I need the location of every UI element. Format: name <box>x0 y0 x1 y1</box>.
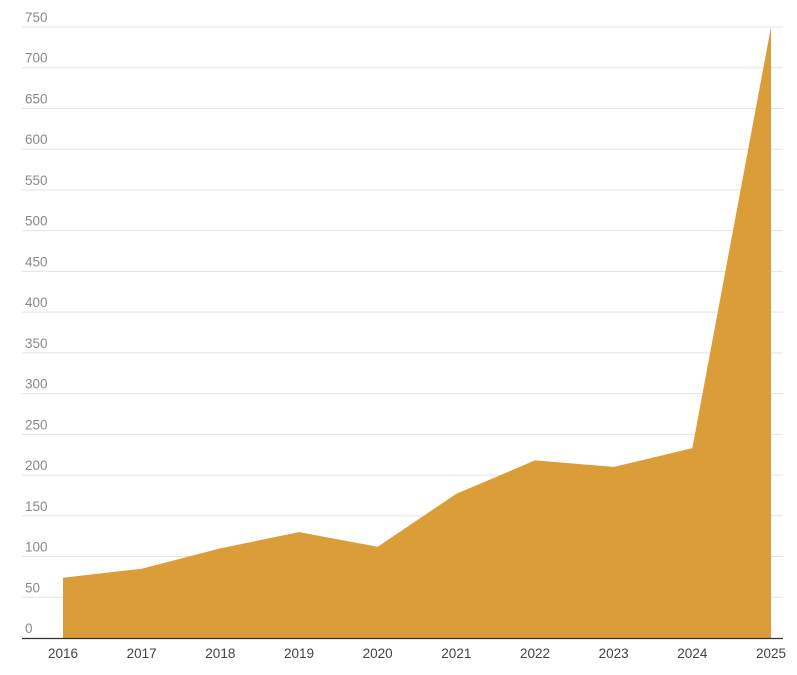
x-tick-label: 2017 <box>127 646 157 661</box>
y-tick-label: 250 <box>25 417 48 432</box>
y-tick-label: 450 <box>25 254 48 269</box>
x-tick-label: 2020 <box>363 646 393 661</box>
y-tick-label: 50 <box>25 580 40 595</box>
gridlines <box>22 26 783 598</box>
area-series <box>63 27 771 638</box>
y-tick-label: 650 <box>25 91 48 106</box>
x-tick-label: 2016 <box>48 646 78 661</box>
y-tick-label: 600 <box>25 132 48 147</box>
x-tick-label: 2018 <box>205 646 235 661</box>
y-tick-label: 500 <box>25 214 48 229</box>
x-tick-label: 2022 <box>520 646 550 661</box>
y-tick-label: 150 <box>25 499 48 514</box>
x-tick-label: 2025 <box>756 646 786 661</box>
y-tick-label: 350 <box>25 336 48 351</box>
y-tick-label: 100 <box>25 540 48 555</box>
x-axis-tick-labels: 2016 2017 2018 2019 2020 2021 2022 2023 2024 2025 <box>48 646 786 661</box>
y-tick-label: 200 <box>25 458 48 473</box>
y-tick-label: 300 <box>25 377 48 392</box>
x-tick-label: 2019 <box>284 646 314 661</box>
x-tick-label: 2023 <box>599 646 629 661</box>
y-tick-label: 400 <box>25 295 48 310</box>
x-tick-label: 2021 <box>441 646 471 661</box>
area-series-fill <box>63 27 771 638</box>
y-tick-label: 750 <box>25 10 48 25</box>
y-tick-label: 700 <box>25 51 48 66</box>
y-axis-tick-labels: 0 50 100 150 200 250 300 350 400 450 500 550 600 650 7… <box>25 10 48 636</box>
y-tick-label: 550 <box>25 173 48 188</box>
x-tick-label: 2024 <box>677 646 708 661</box>
y-tick-label: 0 <box>25 621 33 636</box>
